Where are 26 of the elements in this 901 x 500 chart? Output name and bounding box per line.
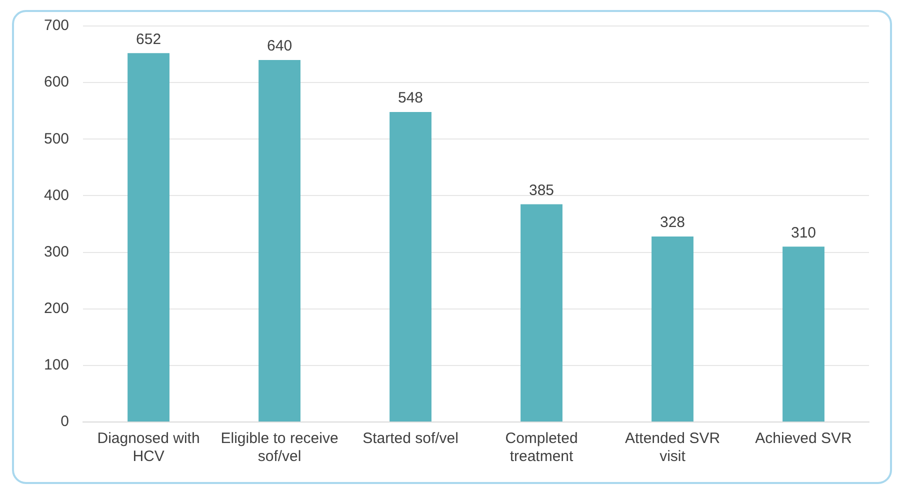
data-label: 310 [790, 224, 816, 242]
bar [128, 53, 170, 422]
y-tick-label: 500 [44, 130, 70, 148]
bar [520, 204, 562, 422]
data-label: 640 [267, 38, 292, 55]
bar [652, 236, 694, 422]
x-tick-label: Diagnosed with HCV [97, 430, 200, 466]
y-tick-label: 400 [44, 186, 70, 204]
y-tick-label: 700 [44, 17, 70, 34]
y-tick-label: 0 [60, 413, 70, 430]
x-tick-label: Eligible to receive sof/vel [220, 430, 338, 466]
x-tick-label: Started sof/vel [362, 430, 458, 448]
x-tick-label: Completed treatment [505, 430, 578, 466]
bar [390, 112, 432, 422]
bar [782, 246, 824, 422]
x-tick-label: Achieved SVR [755, 430, 852, 448]
data-label: 548 [398, 90, 424, 107]
data-label: 385 [528, 182, 554, 199]
bar [258, 60, 300, 422]
data-label: 652 [136, 30, 162, 48]
y-tick-label: 600 [44, 74, 70, 91]
y-tick-label: 100 [44, 356, 70, 374]
y-tick-label: 300 [44, 243, 70, 260]
x-tick-label: Attended SVR visit [624, 430, 720, 466]
y-tick-label: 200 [44, 300, 70, 317]
data-label: 328 [660, 214, 686, 232]
